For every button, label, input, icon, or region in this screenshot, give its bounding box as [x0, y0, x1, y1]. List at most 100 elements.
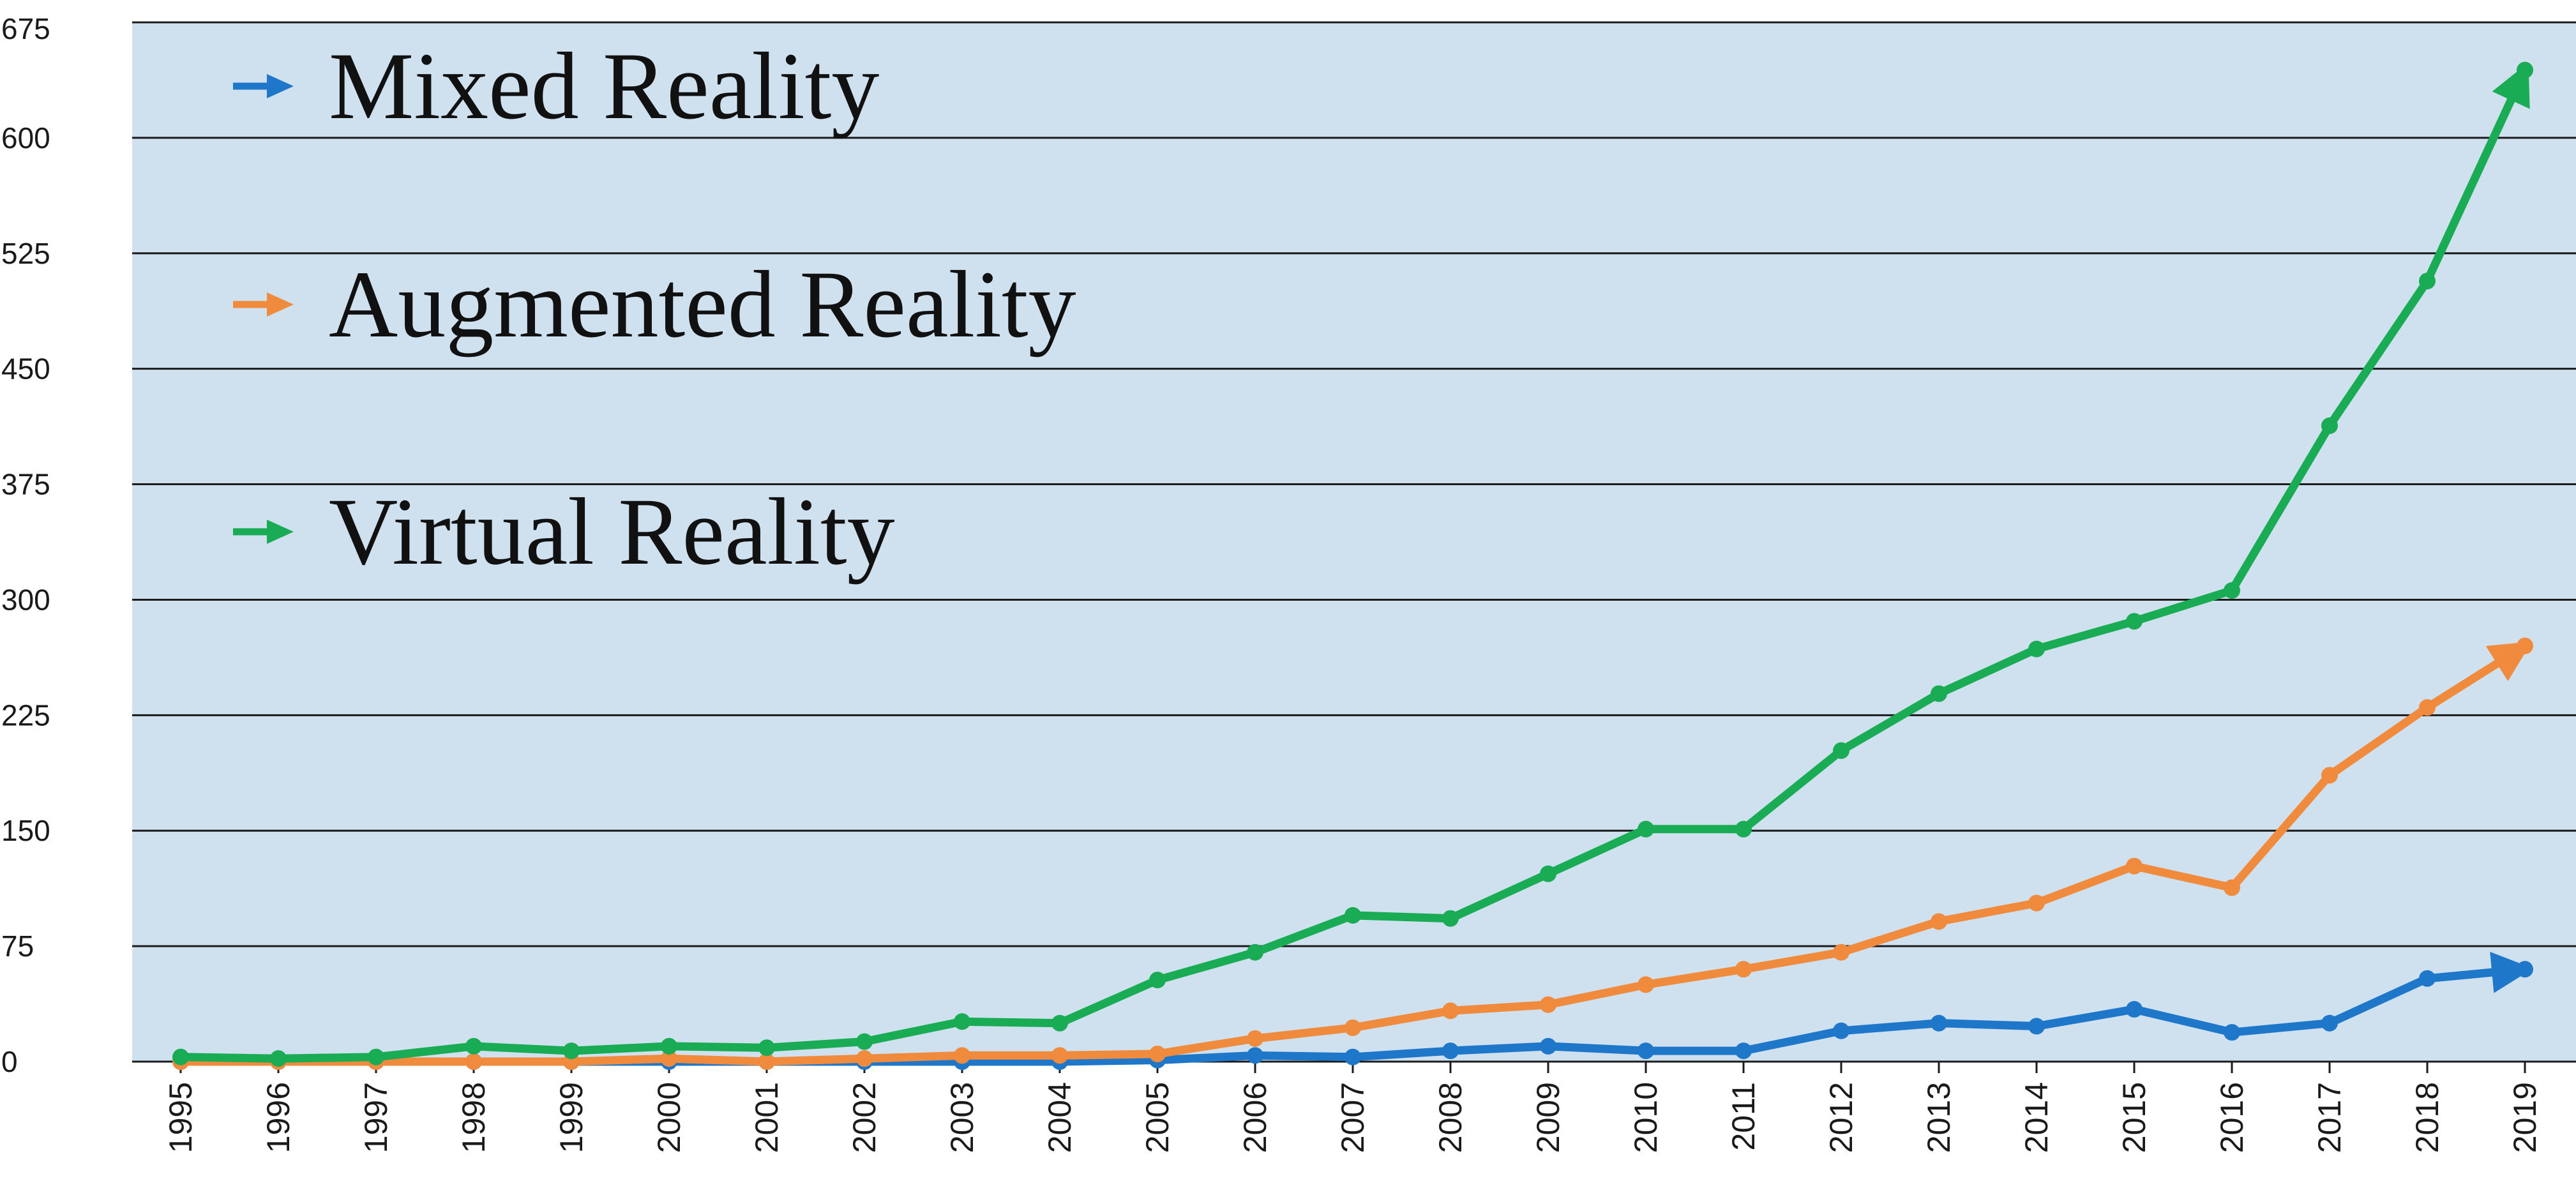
legend-item: Virtual Reality — [233, 479, 895, 585]
data-point — [2517, 961, 2533, 978]
x-tick-label: 2003 — [944, 1082, 980, 1153]
x-tick-label: 2016 — [2214, 1082, 2250, 1153]
data-point — [856, 1050, 873, 1067]
x-tick-label: 1995 — [163, 1082, 199, 1153]
y-axis: 0 75 150 225 300 375 450 525 600 675 — [1, 12, 50, 1078]
legend-label: Augmented Reality — [329, 252, 1076, 357]
data-point — [1931, 1014, 1947, 1032]
x-tick-label: 2014 — [2019, 1082, 2054, 1153]
legend-item: Augmented Reality — [233, 252, 1076, 357]
data-point — [465, 1053, 482, 1070]
x-tick-label: 2000 — [651, 1082, 687, 1153]
data-point — [1442, 910, 1459, 927]
data-point — [1833, 742, 1849, 759]
data-point — [2126, 1000, 2143, 1018]
data-point — [368, 1048, 384, 1065]
data-point — [1149, 972, 1166, 989]
x-tick-label: 2008 — [1433, 1082, 1468, 1153]
x-tick-label: 1997 — [358, 1082, 394, 1153]
data-point — [2028, 640, 2045, 658]
data-point — [172, 1048, 189, 1065]
data-point — [1931, 913, 1947, 930]
data-point — [2224, 1024, 2240, 1041]
data-point — [465, 1037, 482, 1055]
data-point — [2419, 970, 2436, 987]
y-tick-label: 675 — [1, 12, 50, 45]
y-tick-label: 375 — [1, 468, 50, 501]
data-point — [1344, 1048, 1361, 1065]
data-point — [1442, 1002, 1459, 1019]
data-point — [1735, 820, 1752, 838]
legend-arrow-icon — [267, 292, 294, 317]
data-point — [2419, 273, 2436, 290]
data-point — [954, 1013, 970, 1030]
data-point — [1638, 976, 1654, 993]
data-point — [1540, 1037, 1556, 1055]
data-point — [1051, 1047, 1068, 1064]
y-tick-label: 0 — [1, 1045, 18, 1078]
y-tick-label: 75 — [1, 929, 34, 963]
x-tick-label: 2004 — [1042, 1082, 1078, 1153]
x-tick-label: 2009 — [1530, 1082, 1566, 1153]
x-tick-label: 2002 — [847, 1082, 882, 1153]
x-tick-label: 2017 — [2312, 1082, 2347, 1153]
data-point — [2517, 61, 2533, 79]
x-tick-label: 2012 — [1823, 1082, 1859, 1153]
data-point — [270, 1050, 287, 1067]
data-point — [2028, 1018, 2045, 1035]
data-point — [2126, 613, 2143, 630]
data-point — [1833, 1022, 1849, 1039]
legend-arrow-icon — [267, 74, 294, 98]
x-tick-label: 2013 — [1921, 1082, 1957, 1153]
x-tick-label: 2007 — [1335, 1082, 1371, 1153]
legend-label: Virtual Reality — [329, 479, 895, 585]
data-point — [661, 1050, 677, 1067]
data-point — [1344, 906, 1361, 924]
data-point — [2321, 417, 2338, 434]
x-tick-label: 2006 — [1237, 1082, 1273, 1153]
data-point — [1638, 1042, 1654, 1060]
data-point — [1247, 1030, 1263, 1047]
data-point — [1638, 820, 1654, 838]
x-tick-label: 2001 — [749, 1082, 785, 1153]
legend-label: Mixed Reality — [329, 33, 879, 139]
data-point — [1931, 685, 1947, 702]
gridlines — [132, 21, 2576, 1063]
plot-background — [132, 22, 2576, 1062]
legend: Mixed Reality Augmented Reality Virtual Re… — [233, 33, 1076, 585]
data-point — [1540, 865, 1556, 882]
y-tick-label: 225 — [1, 698, 50, 732]
data-point — [1540, 996, 1556, 1013]
data-point — [1247, 1047, 1263, 1064]
data-point — [2224, 879, 2240, 896]
series-layer — [172, 61, 2533, 1070]
data-point — [2419, 699, 2436, 716]
data-point — [2126, 857, 2143, 875]
data-point — [1735, 961, 1752, 978]
data-point — [1735, 1042, 1752, 1060]
y-tick-label: 450 — [1, 352, 50, 386]
data-point — [563, 1042, 580, 1060]
data-point — [856, 1033, 873, 1050]
data-point — [1833, 944, 1849, 961]
data-point — [1149, 1045, 1166, 1062]
x-tick-label: 2018 — [2409, 1082, 2445, 1153]
data-point — [1442, 1042, 1459, 1060]
data-point — [954, 1047, 970, 1064]
x-tick-label: 2015 — [2116, 1082, 2152, 1153]
data-point — [758, 1053, 775, 1070]
x-axis: 1995 1996 1997 1998 1999 2000 2001 2002 2003 2004… — [163, 1062, 2543, 1153]
data-point — [2321, 767, 2338, 784]
data-point — [2321, 1014, 2338, 1032]
data-point — [758, 1039, 775, 1057]
x-tick-label: 1996 — [260, 1082, 296, 1153]
data-point — [1344, 1019, 1361, 1036]
y-tick-label: 600 — [1, 121, 50, 154]
x-tick-label: 1999 — [554, 1082, 589, 1153]
data-point — [1247, 944, 1263, 961]
data-point — [661, 1037, 677, 1055]
data-point — [1051, 1014, 1068, 1032]
legend-item: Mixed Reality — [233, 33, 879, 139]
x-tick-label: 1998 — [456, 1082, 492, 1153]
